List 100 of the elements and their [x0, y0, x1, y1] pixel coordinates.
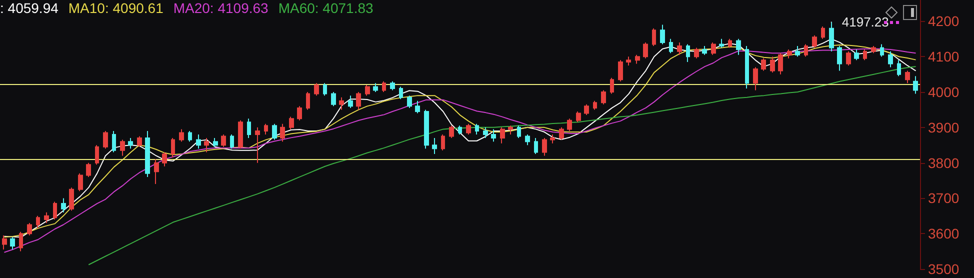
candlestick — [154, 158, 159, 185]
candlestick — [761, 58, 766, 72]
candlestick — [255, 126, 260, 164]
candlestick — [356, 92, 361, 110]
candlestick — [500, 126, 505, 144]
candlestick — [188, 130, 192, 142]
candlestick — [635, 54, 640, 64]
candlestick — [128, 138, 133, 150]
candlestick — [69, 187, 74, 212]
candlestick — [19, 231, 23, 252]
annotation: MA20: 4109.63 — [173, 0, 268, 16]
candlestick — [323, 82, 327, 96]
candlestick — [10, 236, 15, 250]
candlestick — [837, 46, 842, 72]
candlestick — [854, 49, 859, 61]
candlestick — [534, 138, 538, 154]
y-tick-label: 4200 — [928, 13, 960, 30]
candlestick — [53, 201, 57, 220]
candlestick — [525, 134, 530, 146]
candlestick — [373, 82, 378, 93]
candlestick — [390, 80, 395, 91]
candlestick — [238, 120, 243, 150]
candlestick — [728, 38, 732, 48]
candlestick — [2, 234, 7, 250]
candlestick — [643, 42, 648, 59]
candlestick — [112, 130, 116, 153]
candlestick — [145, 130, 150, 178]
y-tick-label: 3500 — [928, 261, 960, 277]
y-tick-label: 3700 — [928, 190, 960, 206]
candlestick — [204, 138, 209, 153]
candlestick — [382, 80, 386, 93]
candlestick — [618, 60, 623, 82]
y-tick-label: 4000 — [928, 84, 960, 100]
candlestick — [449, 125, 454, 139]
candlestick — [331, 92, 336, 107]
candlestick — [550, 134, 555, 144]
annotation: : 4059.94 — [0, 0, 58, 16]
candlestick — [584, 104, 589, 116]
annotation: MA10: 4090.61 — [68, 0, 164, 16]
candlestick — [686, 44, 690, 62]
candlestick — [719, 38, 724, 48]
candlestick — [652, 28, 656, 47]
candlestick — [770, 56, 775, 74]
candlestick — [44, 212, 49, 224]
candlestick — [576, 110, 581, 123]
candlestick — [559, 126, 564, 140]
candlestick — [415, 100, 420, 114]
candlestick — [542, 138, 547, 156]
candlestick — [432, 138, 437, 154]
y-tick-label: 3800 — [928, 154, 960, 171]
candlestick — [821, 26, 825, 40]
candlestick — [475, 123, 479, 135]
y-tick-label: 3900 — [928, 119, 960, 136]
candlestick — [339, 96, 344, 110]
candlestick — [289, 116, 294, 130]
candlestick — [804, 44, 808, 58]
candlestick — [795, 46, 800, 58]
candlestick — [213, 138, 218, 148]
candlestick — [517, 125, 521, 139]
candlestick — [61, 198, 66, 213]
candlestick — [247, 118, 251, 139]
candlestick — [736, 38, 741, 56]
candlestick — [567, 118, 572, 132]
candlestick — [593, 100, 597, 110]
candlestick — [264, 123, 268, 135]
candlestick — [888, 50, 893, 68]
candlestick — [230, 134, 234, 150]
candlestick — [221, 134, 226, 148]
candlestick — [407, 95, 412, 108]
annotation: MA60: 4071.83 — [278, 0, 374, 16]
candlestick — [787, 49, 792, 59]
candlestick — [880, 44, 884, 58]
candlestick — [483, 126, 488, 139]
candlestick — [677, 42, 682, 56]
candlestick — [863, 49, 867, 61]
candlestick — [660, 24, 665, 45]
line-series — [88, 66, 916, 266]
candlestick — [424, 109, 429, 150]
candlestick — [103, 130, 108, 150]
candlestick — [399, 86, 403, 100]
candlestick — [441, 134, 445, 151]
candlestick — [306, 92, 310, 110]
candlestick — [137, 136, 142, 148]
candlestick — [610, 77, 614, 94]
candlestick — [905, 70, 910, 84]
candlestick — [196, 134, 201, 150]
candlestick — [179, 128, 184, 142]
candlestick — [36, 215, 40, 229]
candlestick — [669, 38, 673, 54]
candlestick — [753, 66, 758, 91]
candlestick — [913, 76, 918, 94]
candlestick — [95, 144, 99, 166]
candlestick — [711, 42, 716, 56]
candlestick — [78, 172, 83, 192]
candlestick — [601, 90, 606, 105]
candlestick — [297, 106, 302, 121]
candlestick — [694, 47, 699, 59]
candlestick — [466, 123, 471, 135]
candlestick — [314, 82, 319, 96]
candlestick — [272, 123, 277, 140]
